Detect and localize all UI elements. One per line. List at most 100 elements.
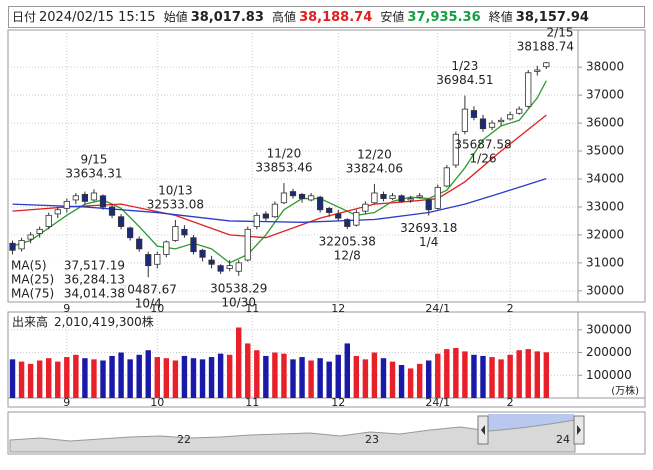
- volume-bar: [226, 354, 233, 398]
- candle-body: [497, 119, 505, 123]
- date: 2024/02/15 15:15: [39, 10, 156, 25]
- candle-body: [145, 254, 152, 267]
- volume-bar: [353, 355, 360, 398]
- label: 高値: [272, 10, 297, 24]
- label: 出来高: [12, 315, 48, 329]
- candle-body: [534, 69, 541, 72]
- candle-body: [461, 108, 469, 132]
- annotation-date: 1/26: [470, 151, 497, 165]
- volume-bar: [199, 359, 206, 398]
- candle-body: [307, 195, 315, 201]
- navigator-sparkline: [9, 419, 576, 453]
- volume-bar: [326, 361, 332, 398]
- candle-body: [90, 192, 98, 201]
- candle-body: [344, 219, 351, 227]
- main-frame: [7, 29, 646, 303]
- volume-bar: [444, 349, 450, 398]
- candle-body: [416, 195, 423, 198]
- annotation-value: 35687.58: [454, 137, 511, 151]
- candle-body: [199, 249, 206, 258]
- volume-bar: [118, 352, 124, 398]
- volume-bar: [344, 343, 350, 398]
- volume-bar: [245, 343, 251, 398]
- candle-body: [407, 198, 414, 201]
- x-tick-label: 24/1: [425, 396, 450, 409]
- open: 38,017.83: [190, 10, 264, 25]
- candle-body: [72, 195, 79, 201]
- annotation-date: 10/4: [135, 297, 162, 311]
- volume-bar: [46, 358, 52, 398]
- legend-value: 37,517.19: [64, 259, 125, 273]
- handle-arrow: [481, 425, 485, 435]
- x-tick-label: 10: [150, 396, 164, 409]
- volume-bar: [263, 355, 269, 398]
- handle-arrow: [577, 425, 581, 435]
- candle-body: [136, 238, 143, 250]
- volume-bar: [64, 357, 70, 398]
- low: 37,935.36: [407, 10, 481, 25]
- annotation-value: 33634.31: [65, 167, 122, 181]
- x-tick-label: 9: [63, 302, 70, 315]
- volume-bar: [208, 357, 215, 398]
- label: 日付: [12, 10, 37, 24]
- volume-bar: [145, 350, 151, 398]
- navigator-label: 22: [177, 433, 191, 446]
- volume-bar: [18, 361, 25, 398]
- volume-bar: [82, 358, 88, 398]
- volume-bar: [480, 355, 486, 398]
- volume-bar: [498, 359, 504, 398]
- x-tick-label: 10: [150, 302, 164, 315]
- candle-body: [479, 118, 487, 130]
- candle-body: [507, 114, 514, 120]
- y-tick-label: 36000: [586, 116, 624, 130]
- annotation-date: 12/8: [334, 249, 361, 263]
- volume-bar: [534, 351, 540, 398]
- high: 38,188.74: [299, 10, 373, 25]
- volume-bar: [308, 360, 314, 398]
- volume-bar: [453, 347, 459, 398]
- candle-body: [190, 237, 197, 253]
- candle-body: [27, 234, 34, 240]
- x-tick-label: 9: [63, 396, 70, 409]
- unit-label: (万株): [611, 384, 639, 397]
- label: 終値: [488, 10, 513, 24]
- candle-body: [389, 195, 396, 199]
- candle-body: [208, 259, 215, 265]
- x-tick-label: 12: [331, 396, 345, 409]
- volume-bar: [516, 350, 522, 398]
- candle-body: [217, 265, 224, 272]
- candle-body: [54, 209, 61, 215]
- candle-body: [362, 203, 369, 212]
- volume-frame: [7, 311, 646, 408]
- volume-bar: [317, 358, 323, 398]
- y-tick-label: 33000: [586, 199, 624, 213]
- volume-bar: [254, 350, 260, 398]
- candle-body: [280, 192, 288, 204]
- candle-body: [398, 195, 405, 202]
- volume-bar: [543, 352, 550, 398]
- y-tick-label: 200000: [586, 345, 632, 359]
- volume-bar: [362, 359, 369, 398]
- y-tick-label: 30000: [586, 283, 624, 297]
- navigator[interactable]: [7, 411, 646, 455]
- ma-line: [12, 114, 547, 239]
- volume-bar: [127, 359, 133, 398]
- annotation-date: 11/20: [267, 147, 302, 161]
- candle-body: [317, 196, 324, 211]
- candle-body: [99, 195, 107, 208]
- label: 安値: [380, 10, 405, 24]
- candle-body: [443, 167, 450, 187]
- candle-body: [154, 254, 161, 265]
- volume-bar: [299, 357, 305, 398]
- volume-bar: [380, 358, 387, 398]
- candle-body: [81, 193, 89, 202]
- candle-body: [172, 226, 179, 241]
- candle-body: [226, 265, 233, 269]
- volume-bar: [462, 351, 468, 398]
- volume-bar: [416, 363, 423, 398]
- volume-bar: [398, 365, 405, 398]
- annotation-value: 32205.38: [319, 235, 376, 249]
- annotation-date: 10/30: [221, 295, 256, 309]
